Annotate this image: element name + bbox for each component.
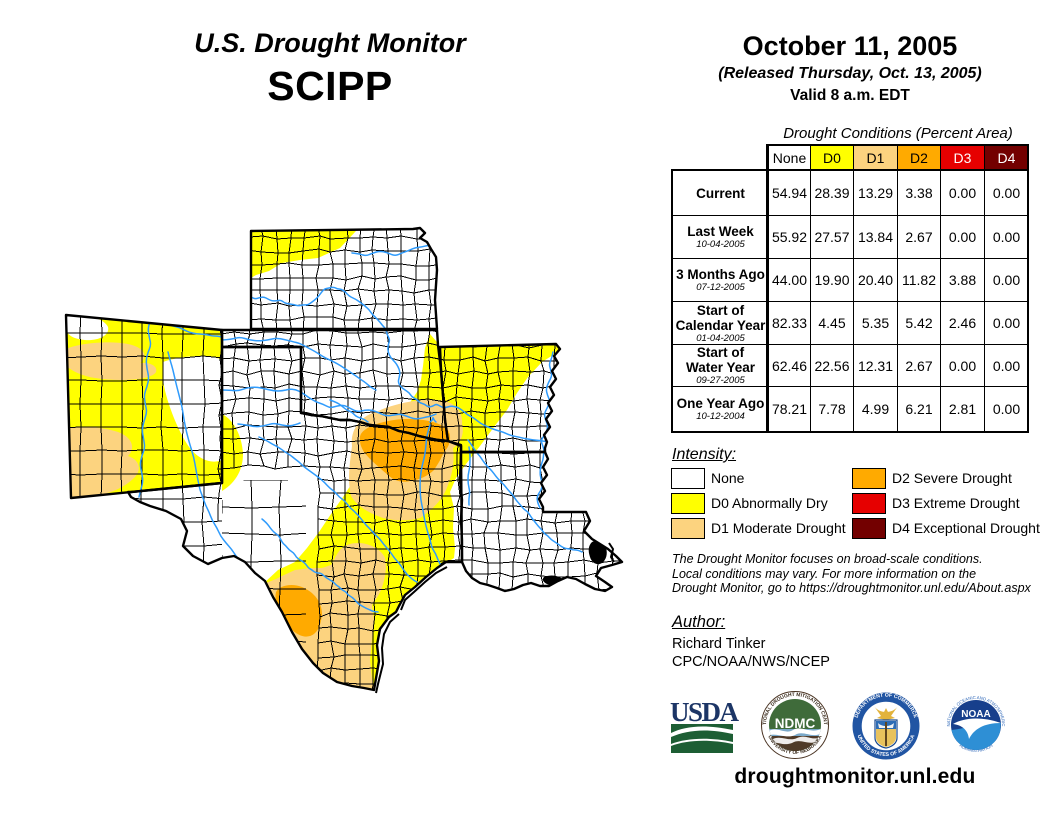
svg-text:USDA: USDA [670, 697, 740, 727]
svg-text:NOAA: NOAA [961, 709, 990, 720]
svg-text:NDMC: NDMC [775, 716, 816, 731]
